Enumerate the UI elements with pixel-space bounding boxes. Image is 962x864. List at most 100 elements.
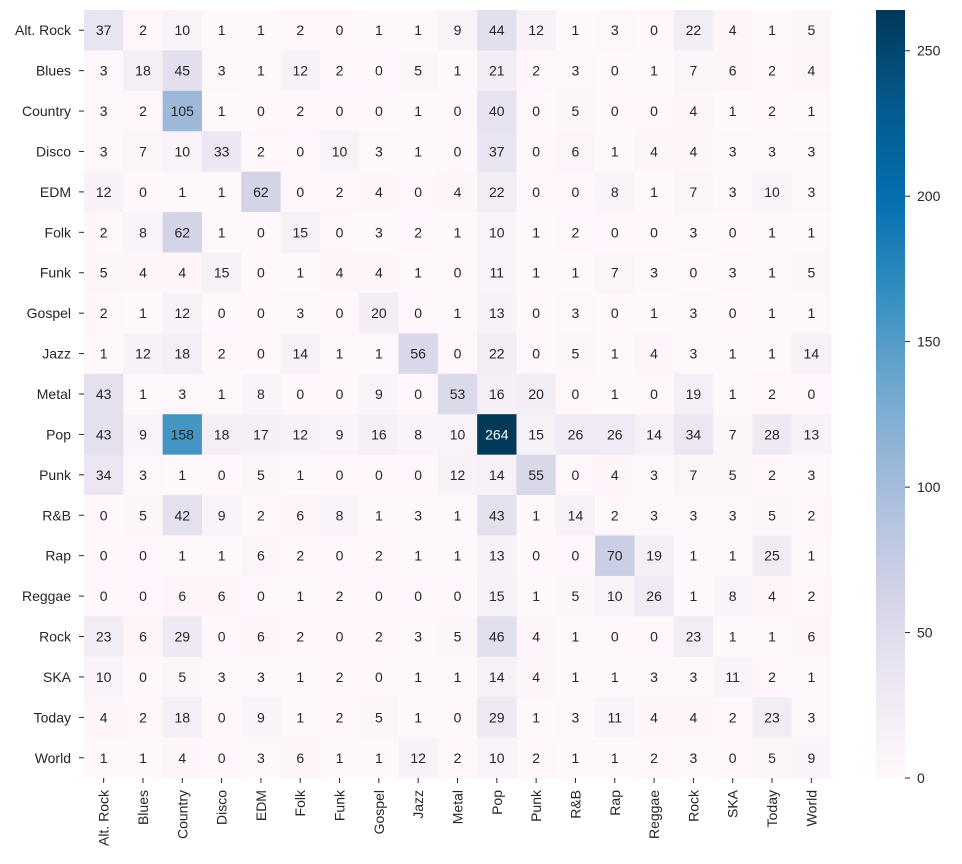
cell-value: 1: [139, 305, 147, 321]
cell-value: 0: [572, 184, 580, 200]
heatmap-cell: [162, 737, 203, 779]
heatmap-cell: [437, 495, 478, 536]
heatmap-cell: [555, 212, 596, 254]
cell-value: 1: [296, 709, 304, 725]
cell-value: 3: [611, 22, 619, 38]
heatmap-cell: [123, 656, 164, 698]
cell-value: 5: [572, 588, 580, 604]
cell-value: 1: [178, 467, 186, 483]
cell-value: 1: [650, 63, 658, 79]
row-label: Country: [22, 103, 71, 119]
heatmap-cell: [477, 656, 517, 698]
cell-value: 3: [650, 669, 658, 685]
heatmap-cell: [595, 90, 635, 132]
cell-value: 1: [768, 346, 776, 362]
heatmap-cell: [84, 656, 124, 698]
cell-value: 8: [257, 386, 265, 402]
cell-value: 1: [729, 548, 737, 564]
cell-value: 1: [100, 346, 108, 362]
heatmap-cell: [634, 171, 675, 213]
cell-value: 0: [650, 386, 658, 402]
heatmap-cell: [516, 414, 557, 456]
heatmap-cell: [123, 575, 164, 617]
cell-value: 10: [96, 669, 112, 685]
heatmap-cell: [84, 616, 124, 658]
heatmap-cell: [555, 50, 596, 92]
heatmap-cell: [713, 90, 753, 132]
heatmap-cell: [359, 131, 400, 173]
cell-value: 10: [489, 750, 505, 766]
cell-value: 23: [764, 709, 780, 725]
column-label: Rap: [607, 790, 623, 816]
cell-value: 0: [336, 103, 344, 119]
cell-value: 0: [650, 22, 658, 38]
cell-value: 18: [135, 63, 151, 79]
heatmap-cell: [555, 131, 596, 173]
heatmap-cell: [201, 90, 242, 132]
heatmap-cell: [359, 616, 400, 658]
heatmap-cell: [241, 575, 282, 617]
cell-value: 0: [296, 386, 304, 402]
heatmap-cell: [437, 373, 478, 415]
heatmap-cell: [280, 252, 321, 294]
cell-value: 2: [375, 629, 383, 645]
cell-value: 40: [489, 103, 505, 119]
cell-value: 2: [375, 548, 383, 564]
heatmap-cell: [280, 616, 321, 658]
cell-value: 3: [650, 467, 658, 483]
cell-value: 2: [611, 507, 619, 523]
heatmap-cell: [516, 292, 557, 334]
heatmap-cell: [123, 535, 164, 577]
cell-value: 0: [414, 305, 422, 321]
heatmap-cell: [201, 212, 242, 254]
cell-value: 0: [336, 629, 344, 645]
row-label: Blues: [36, 63, 71, 79]
cell-value: 4: [650, 143, 658, 159]
cell-value: 5: [572, 103, 580, 119]
heatmap-cell: [752, 495, 793, 536]
cell-value: 0: [532, 548, 540, 564]
cell-value: 0: [139, 184, 147, 200]
heatmap-cell: [162, 495, 203, 536]
column-label: EDM: [253, 790, 269, 821]
column-label: Blues: [135, 790, 151, 825]
heatmap-cell: [673, 373, 714, 415]
cell-value: 43: [96, 426, 112, 442]
heatmap-cell: [280, 50, 321, 92]
cell-value: 0: [336, 548, 344, 564]
cell-value: 16: [489, 386, 505, 402]
heatmap-cell: [162, 575, 203, 617]
heatmap-cell: [398, 292, 439, 334]
cell-value: 3: [414, 629, 422, 645]
heatmap-cell: [713, 697, 753, 739]
cell-value: 0: [336, 386, 344, 402]
heatmap-cell: [673, 737, 714, 779]
cell-value: 1: [572, 750, 580, 766]
heatmap-cell: [201, 373, 242, 415]
cell-value: 17: [253, 426, 269, 442]
cell-value: 8: [414, 426, 422, 442]
heatmap-cell: [791, 50, 832, 92]
heatmap-cell: [752, 454, 793, 496]
heatmap-cell: [84, 171, 124, 213]
heatmap-cell: [398, 616, 439, 658]
heatmap-cell: [713, 131, 753, 173]
cell-value: 3: [689, 305, 697, 321]
cell-value: 1: [454, 305, 462, 321]
heatmap-cell: [713, 212, 753, 254]
row-label: R&B: [42, 507, 71, 523]
heatmap-cell: [555, 373, 596, 415]
cell-value: 3: [768, 143, 776, 159]
row-label: Reggae: [22, 588, 71, 604]
cell-value: 22: [489, 346, 505, 362]
cell-value: 6: [572, 143, 580, 159]
heatmap-cell: [555, 454, 596, 496]
cell-value: 46: [489, 629, 505, 645]
cell-value: 264: [485, 426, 509, 442]
heatmap-cell: [398, 454, 439, 496]
row-label: Jazz: [42, 346, 71, 362]
cell-value: 1: [454, 507, 462, 523]
row-label: Today: [34, 709, 71, 725]
cell-value: 0: [611, 103, 619, 119]
cell-value: 6: [807, 629, 815, 645]
